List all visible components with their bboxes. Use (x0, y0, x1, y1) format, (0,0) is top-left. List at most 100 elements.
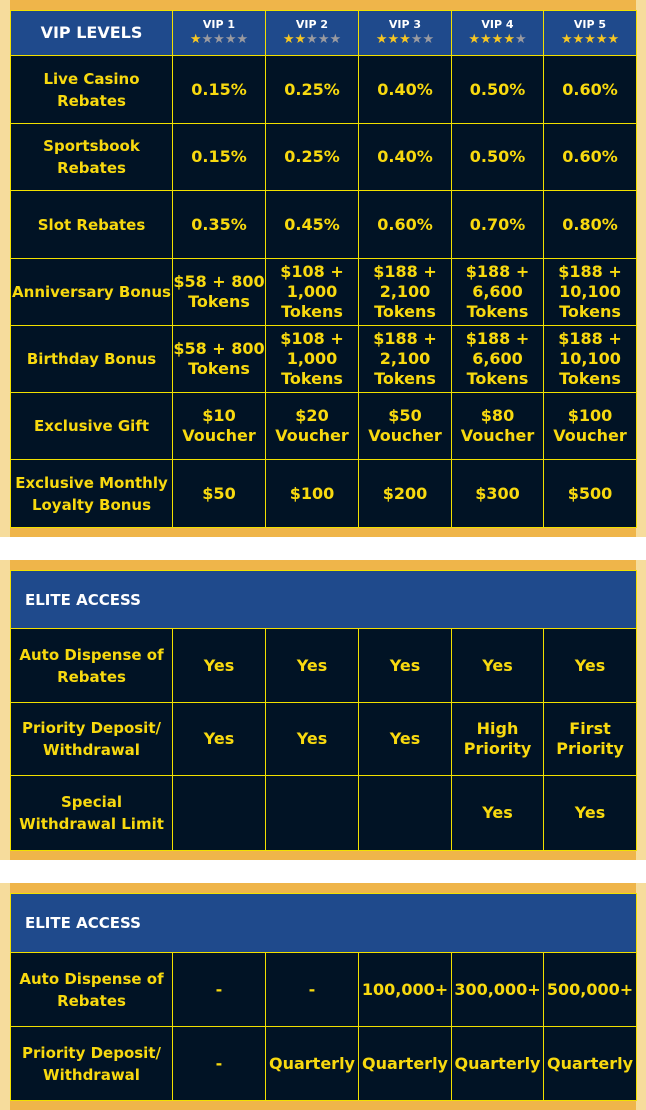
row-label: Birthday Bonus (10, 325, 173, 393)
table-row: Live Casino Rebates 0.15% 0.25% 0.40% 0.50% 0… (10, 55, 637, 124)
cell-value: Yes (542, 628, 638, 703)
star-rating: ★★★★★ (359, 32, 451, 48)
star-rating: ★★★★★ (544, 32, 636, 48)
cell-value: 0.60% (543, 123, 637, 191)
row-label: Sportsbook Rebates (10, 123, 173, 191)
cell-value: Yes (451, 775, 544, 851)
star-empty-icon: ★ (514, 32, 527, 47)
table-row: Auto Dispense of Rebates Yes Yes Yes Yes Yes (10, 628, 638, 703)
star-empty-icon: ★ (236, 32, 249, 47)
star-filled-icon: ★ (595, 32, 608, 47)
row-label: Special Withdrawal Limit (10, 775, 173, 851)
star-filled-icon: ★ (607, 32, 620, 47)
cell-value: $100 Voucher (543, 392, 637, 460)
cell-value: High Priority (451, 702, 544, 776)
table-row: Anniversary Bonus $58 + 800 Tokens $108 + … (10, 258, 637, 326)
cell-value: 0.60% (358, 190, 452, 259)
vip-level-label: VIP 2 (295, 18, 329, 31)
cell-value: 0.80% (543, 190, 637, 259)
star-empty-icon: ★ (317, 32, 330, 47)
vip-level-header: VIP 3 ★★★★★ (358, 10, 452, 56)
cell-value: $500 (543, 459, 637, 528)
star-filled-icon: ★ (387, 32, 400, 47)
table-row: Exclusive Gift $10 Voucher $20 Voucher $50 … (10, 392, 637, 460)
cell-value: 0.35% (172, 190, 266, 259)
cell-value: $10 Voucher (172, 392, 266, 460)
table-row: Auto Dispense of Rebates - -100,000+ 300,00… (10, 952, 638, 1027)
row-label: Exclusive Monthly Loyalty Bonus (10, 459, 173, 528)
vip-levels-panel: VIP LEVELS VIP 1 ★★★★★ VIP 2 ★★★★★ VIP 3 ★★★★… (0, 0, 646, 537)
cell-value: $58 + 800 Tokens (172, 325, 266, 393)
cell-value: $108 + 1,000 Tokens (265, 325, 359, 393)
vip-level-header: VIP 4 ★★★★★ (451, 10, 544, 56)
star-filled-icon: ★ (503, 32, 515, 47)
cell-value: 100,000+ (358, 952, 452, 1027)
vip-level-label: VIP 4 (481, 18, 514, 31)
star-filled-icon: ★ (480, 32, 492, 47)
vip-level-header: VIP 1 ★★★★★ (172, 10, 266, 56)
cell-value: $108 + 1,000 Tokens (265, 258, 359, 326)
cell-value: 0.25% (265, 55, 359, 124)
vip-levels-title: VIP LEVELS (10, 10, 173, 56)
cell-value: Yes (358, 702, 452, 776)
star-filled-icon: ★ (282, 32, 295, 47)
cell-value: Quarterly (358, 1026, 452, 1101)
cell-value: $100 (265, 459, 359, 528)
cell-value: 0.40% (358, 55, 452, 124)
cell-value: Yes (358, 628, 452, 703)
cell-value (172, 775, 266, 851)
cell-value: $188 + 10,100 Tokens (543, 258, 637, 326)
cell-value: $200 (358, 459, 452, 528)
cell-value: $20 Voucher (265, 392, 359, 460)
section-title: ELITE ACCESS (9, 893, 638, 953)
cell-value: - (172, 952, 266, 1027)
cell-value: Yes (172, 628, 266, 703)
star-empty-icon: ★ (224, 32, 237, 47)
vip-level-header: VIP 2 ★★★★★ (265, 10, 359, 56)
vip-level-label: VIP 1 (202, 18, 236, 31)
star-rating: ★★★★★ (452, 32, 543, 48)
cell-value: 0.15% (172, 55, 266, 124)
cell-value: 0.60% (543, 55, 637, 124)
cell-value: 0.50% (451, 123, 544, 191)
table-row: Special Withdrawal Limit Yes Yes (10, 775, 638, 851)
elite-access-panel-1: ELITE ACCESS Auto Dispense of Rebates Yes… (0, 560, 646, 860)
cell-value: First Priority (542, 702, 638, 776)
elite-access-table-2: ELITE ACCESS Auto Dispense of Rebates - -1… (9, 893, 638, 1101)
star-empty-icon: ★ (306, 32, 318, 47)
cell-value: $188 + 2,100 Tokens (358, 258, 452, 326)
star-empty-icon: ★ (329, 32, 342, 47)
row-label: Auto Dispense of Rebates (10, 952, 173, 1027)
row-label: Anniversary Bonus (10, 258, 173, 326)
cell-value (265, 775, 359, 851)
star-empty-icon: ★ (213, 32, 225, 47)
row-label: Live Casino Rebates (10, 55, 173, 124)
cell-value: Yes (265, 702, 359, 776)
star-empty-icon: ★ (201, 32, 214, 47)
row-label: Priority Deposit/ Withdrawal (10, 702, 173, 776)
cell-value: 0.25% (265, 123, 359, 191)
star-filled-icon: ★ (375, 32, 388, 47)
table-row: Sportsbook Rebates 0.15% 0.25% 0.40% 0.50% 0.… (10, 123, 637, 191)
elite-access-table-1: ELITE ACCESS Auto Dispense of Rebates Yes… (9, 570, 638, 851)
cell-value: $80 Voucher (451, 392, 544, 460)
cell-value: 0.45% (265, 190, 359, 259)
cell-value: - (265, 952, 359, 1027)
cell-value: $188 + 6,600 Tokens (451, 325, 544, 393)
table-row: Exclusive Monthly Loyalty Bonus $50 $100 $2… (10, 459, 637, 528)
row-label: Auto Dispense of Rebates (10, 628, 173, 703)
star-filled-icon: ★ (572, 32, 585, 47)
star-filled-icon: ★ (468, 32, 481, 47)
header-row: VIP LEVELS VIP 1 ★★★★★ VIP 2 ★★★★★ VIP 3 ★★★★… (10, 10, 637, 56)
vip-level-header: VIP 5 ★★★★★ (543, 10, 637, 56)
cell-value: $50 Voucher (358, 392, 452, 460)
cell-value: $188 + 6,600 Tokens (451, 258, 544, 326)
cell-value: 500,000+ (542, 952, 638, 1027)
cell-value: Yes (172, 702, 266, 776)
star-filled-icon: ★ (294, 32, 307, 47)
cell-value: 0.15% (172, 123, 266, 191)
cell-value: Quarterly (542, 1026, 638, 1101)
cell-value: 0.50% (451, 55, 544, 124)
star-rating: ★★★★★ (173, 32, 265, 48)
cell-value: 300,000+ (451, 952, 544, 1027)
